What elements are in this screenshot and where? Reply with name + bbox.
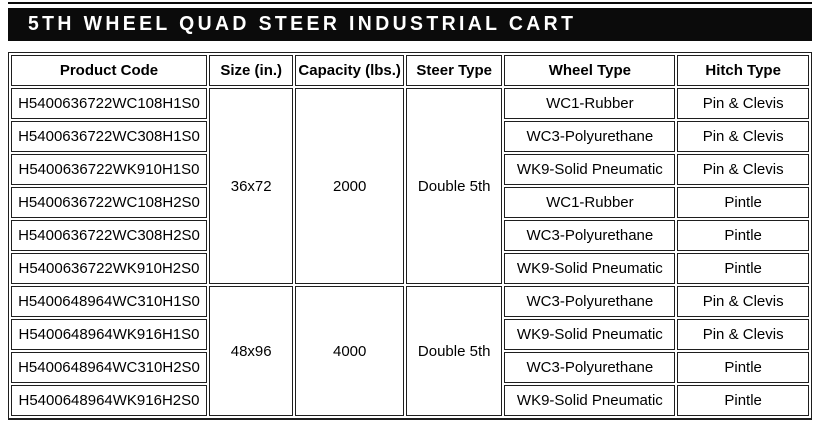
column-header-capacity-lbs: Capacity (lbs.) — [295, 55, 404, 86]
table-row: H5400648964WK916H2S0 WK9-Solid Pneumatic P… — [11, 385, 809, 416]
cell-wheel-type: WC3-Polyurethane — [504, 352, 676, 383]
cell-hitch-type: Pin & Clevis — [677, 286, 809, 317]
cell-product-code: H5400648964WC310H1S0 — [11, 286, 207, 317]
cell-product-code: H5400648964WK916H1S0 — [11, 319, 207, 350]
table-row: H5400636722WK910H2S0 WK9-Solid Pneumatic P… — [11, 253, 809, 284]
table-body: H5400636722WC108H1S0 36x72 2000 Double 5th W… — [11, 88, 809, 416]
cell-hitch-type: Pintle — [677, 220, 809, 251]
title-bar: 5TH WHEEL QUAD STEER INDUSTRIAL CART — [8, 8, 812, 41]
cell-wheel-type: WK9-Solid Pneumatic — [504, 154, 676, 185]
cell-capacity: 2000 — [295, 88, 404, 284]
cell-size: 48x96 — [208, 286, 294, 416]
page-title: 5TH WHEEL QUAD STEER INDUSTRIAL CART — [28, 13, 577, 35]
cell-hitch-type: Pintle — [677, 187, 809, 218]
cell-product-code: H5400648964WK916H2S0 — [11, 385, 207, 416]
table-row: H5400636722WC308H1S0 WC3-Polyurethane Pin … — [11, 121, 809, 152]
cell-steer-type: Double 5th — [405, 88, 503, 284]
cell-product-code: H5400636722WK910H2S0 — [11, 253, 207, 284]
spec-table: Product Code Size (in.) Capacity (lbs.) Ste… — [8, 52, 812, 420]
cell-hitch-type: Pin & Clevis — [677, 88, 809, 119]
cell-wheel-type: WK9-Solid Pneumatic — [504, 253, 676, 284]
table-row: H5400636722WC308H2S0 WC3-Polyurethane Pint… — [11, 220, 809, 251]
column-header-wheel-type: Wheel Type — [504, 55, 676, 86]
table-header-row: Product Code Size (in.) Capacity (lbs.) Ste… — [11, 55, 809, 86]
cell-hitch-type: Pintle — [677, 352, 809, 383]
table-row: H5400648964WK916H1S0 WK9-Solid Pneumatic P… — [11, 319, 809, 350]
cell-size: 36x72 — [208, 88, 294, 284]
column-header-product-code: Product Code — [11, 55, 207, 86]
cell-wheel-type: WC3-Polyurethane — [504, 286, 676, 317]
cell-hitch-type: Pin & Clevis — [677, 319, 809, 350]
table-row: H5400636722WK910H1S0 WK9-Solid Pneumatic P… — [11, 154, 809, 185]
cell-product-code: H5400636722WK910H1S0 — [11, 154, 207, 185]
table-row: H5400648964WC310H2S0 WC3-Polyurethane Pint… — [11, 352, 809, 383]
cell-hitch-type: Pintle — [677, 253, 809, 284]
cell-wheel-type: WC1-Rubber — [504, 187, 676, 218]
table-row: H5400636722WC108H1S0 36x72 2000 Double 5th W… — [11, 88, 809, 284]
cell-wheel-type: WC3-Polyurethane — [504, 121, 676, 152]
cell-product-code: H5400648964WC310H2S0 — [11, 352, 207, 383]
cell-wheel-type: WK9-Solid Pneumatic — [504, 319, 676, 350]
cell-product-code: H5400636722WC108H1S0 — [11, 88, 207, 119]
column-header-size-in: Size (in.) — [208, 55, 294, 86]
cell-steer-type: Double 5th — [405, 286, 503, 416]
table-row: H5400636722WC108H2S0 WC1-Rubber Pintle — [11, 187, 809, 218]
cell-wheel-type: WC3-Polyurethane — [504, 220, 676, 251]
cell-hitch-type: Pintle — [677, 385, 809, 416]
cell-wheel-type: WK9-Solid Pneumatic — [504, 385, 676, 416]
table-row: H5400648964WC310H1S0 48x96 4000 Double 5th W… — [11, 286, 809, 416]
cell-hitch-type: Pin & Clevis — [677, 154, 809, 185]
cell-wheel-type: WC1-Rubber — [504, 88, 676, 119]
column-header-hitch-type: Hitch Type — [677, 55, 809, 86]
cell-hitch-type: Pin & Clevis — [677, 121, 809, 152]
cell-capacity: 4000 — [295, 286, 404, 416]
cell-product-code: H5400636722WC108H2S0 — [11, 187, 207, 218]
cell-product-code: H5400636722WC308H2S0 — [11, 220, 207, 251]
top-rule — [8, 2, 812, 4]
column-header-steer-type: Steer Type — [405, 55, 503, 86]
cell-product-code: H5400636722WC308H1S0 — [11, 121, 207, 152]
